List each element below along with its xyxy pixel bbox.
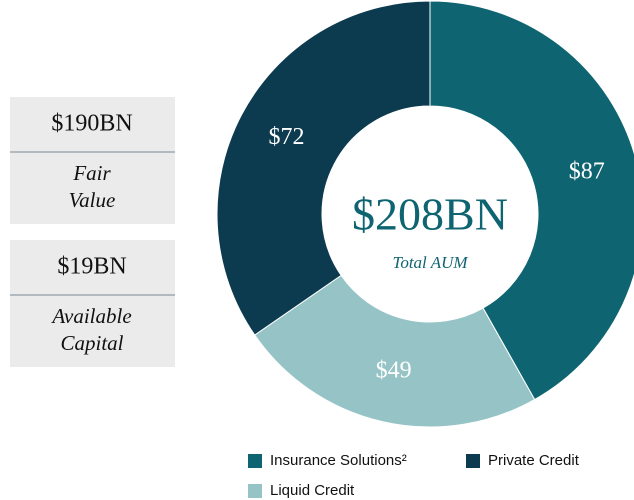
donut-segment [429, 0, 634, 401]
stat-value: $190BN [51, 111, 132, 137]
legend-swatch [248, 454, 262, 468]
stat-label: Available Capital [50, 304, 131, 355]
legend-label: Liquid Credit [270, 482, 355, 499]
stat-value: $19BN [57, 254, 126, 280]
stat-box [10, 97, 175, 224]
data-label: $72 [269, 124, 305, 150]
data-label: $87 [569, 158, 605, 184]
legend-label: Insurance Solutions² [270, 452, 407, 469]
data-label: $49 [376, 357, 412, 383]
legend-swatch [466, 454, 480, 468]
legend-label: Private Credit [488, 452, 580, 469]
center-sublabel: Total AUM [392, 253, 468, 272]
donut-segment [254, 274, 536, 428]
center-label: $208BN [352, 189, 508, 240]
donut-segment [216, 0, 431, 336]
stat-label: Fair Value [69, 161, 116, 212]
legend: Insurance Solutions² Liquid Credit Private… [248, 452, 580, 499]
side-stats: $190BN Fair Value $19BN Available Capital [10, 97, 175, 367]
donut: $87 $49 $72 $208BN Total AUM [216, 0, 634, 428]
stat-box [10, 240, 175, 367]
legend-swatch [248, 484, 262, 498]
